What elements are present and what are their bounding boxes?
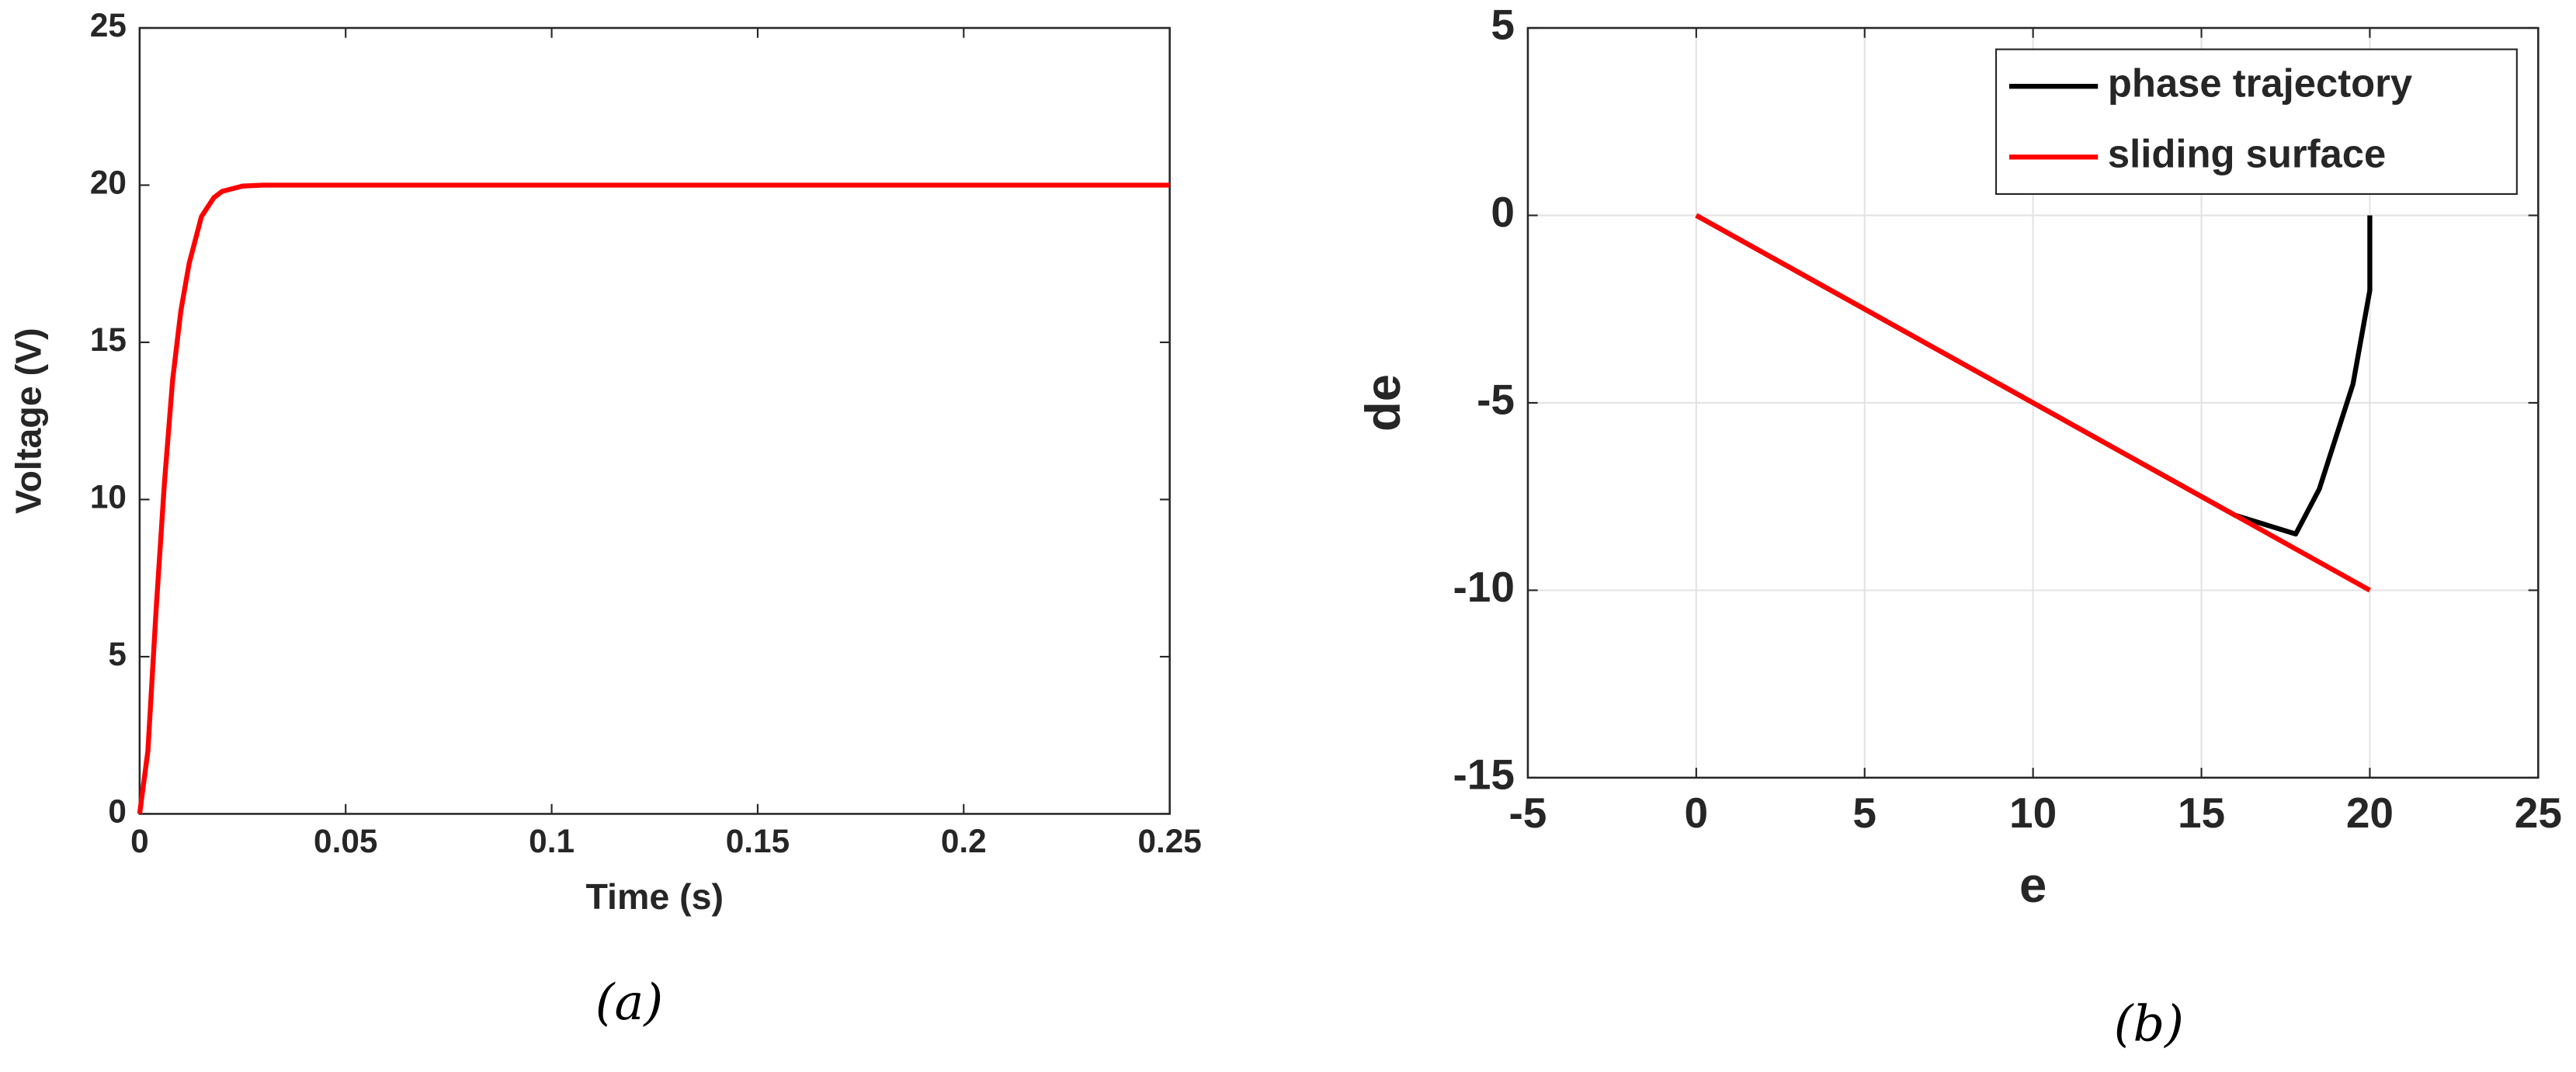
x-tick-label: 0 <box>130 823 149 859</box>
x-tick-label: 0.2 <box>941 823 987 859</box>
x-axis-label: e <box>2019 859 2047 913</box>
axes-box <box>138 26 1171 815</box>
y-tick-label: 10 <box>90 479 127 515</box>
x-tick-label: 0.1 <box>529 823 575 859</box>
x-axis-label: Time (s) <box>585 876 724 917</box>
y-tick-label: 5 <box>1491 1 1515 49</box>
caption: (a) <box>595 973 663 1031</box>
data-line <box>137 182 1170 814</box>
plot-area <box>139 28 1170 814</box>
x-tick-label: 20 <box>2346 789 2394 837</box>
x-tick-label: 25 <box>2515 789 2562 837</box>
data-line <box>1695 213 2371 593</box>
y-tick-label: 25 <box>90 7 127 43</box>
y-tick-label: -5 <box>1477 375 1515 423</box>
y-axis-label: de <box>1356 374 1411 432</box>
axes-box <box>1526 26 2540 779</box>
x-tick-label: 0 <box>1685 789 1709 837</box>
y-tick-label: -15 <box>1453 750 1515 798</box>
x-tick-label: 15 <box>2178 789 2225 837</box>
y-tick-label: 20 <box>90 165 127 201</box>
y-tick-label: -10 <box>1453 563 1515 611</box>
x-tick-label: -5 <box>1508 789 1547 837</box>
y-tick-label: 5 <box>108 636 127 672</box>
x-tick-label: 0.05 <box>314 823 377 859</box>
x-tick-label: 5 <box>1852 789 1876 837</box>
y-tick-label: 0 <box>108 793 127 830</box>
x-tick-label: 10 <box>2009 789 2057 837</box>
legend-label: sliding surface <box>2108 132 2386 176</box>
x-tick-label: 0.15 <box>726 823 790 859</box>
y-tick-label: 0 <box>1491 188 1515 236</box>
y-tick-label: 15 <box>90 321 127 358</box>
y-axis-label: Voltage (V) <box>9 328 49 514</box>
legend-box <box>1994 48 2518 195</box>
x-tick-label: 0.25 <box>1137 823 1201 859</box>
caption: (b) <box>2114 994 2184 1052</box>
legend-label: phase trajectory <box>2108 61 2412 106</box>
